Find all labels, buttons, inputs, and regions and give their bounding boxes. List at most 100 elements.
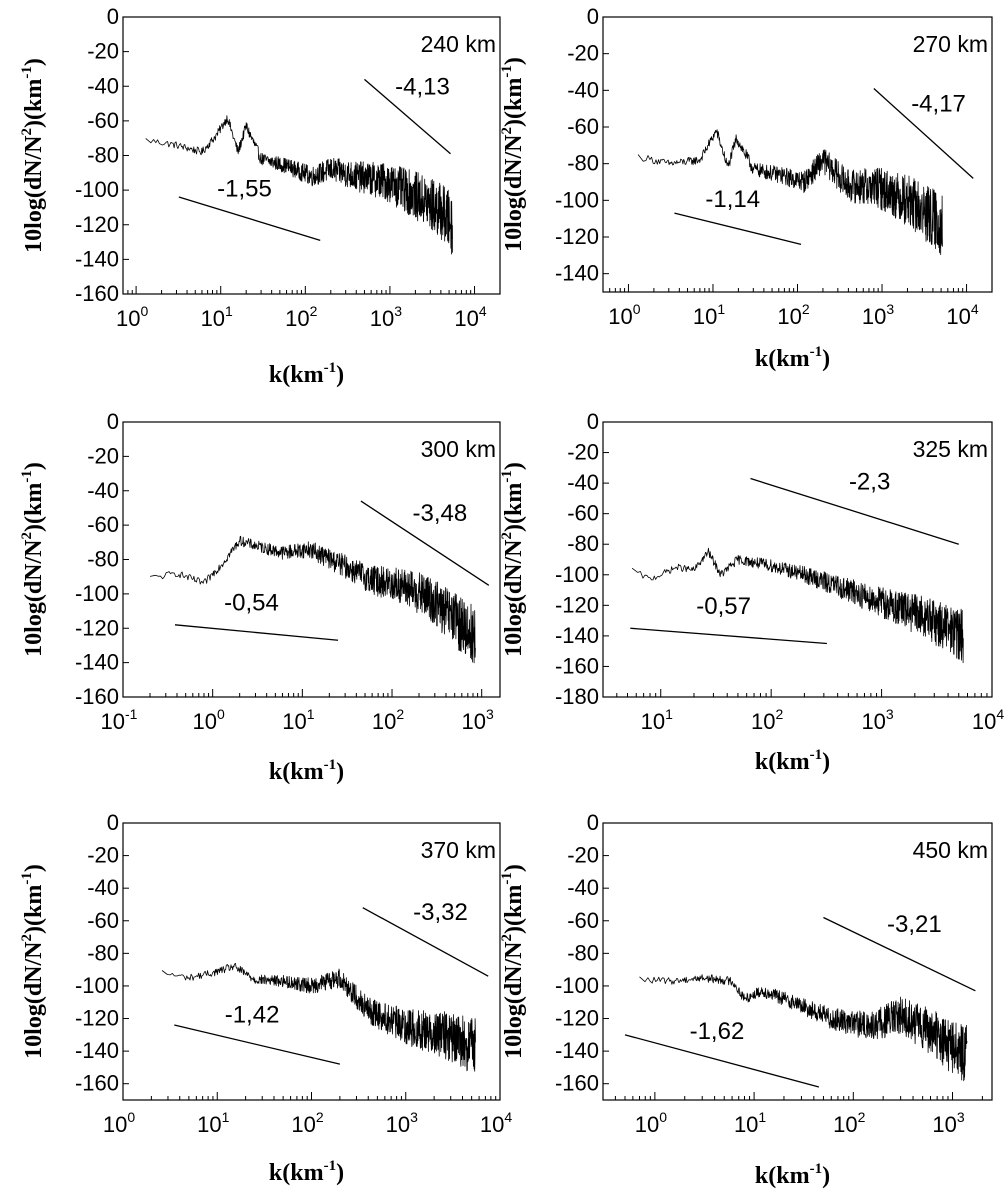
x-tick-label: 104	[454, 303, 486, 331]
x-tick-label: 103	[861, 706, 893, 734]
slope-line	[178, 196, 321, 241]
slope-label: -0,54	[224, 590, 279, 617]
plot-frame	[602, 16, 993, 293]
y-tick-label: 0	[587, 409, 599, 434]
slope-label: -1,55	[217, 176, 272, 203]
x-tick-label: 101	[197, 1109, 229, 1137]
y-tick-label: -100	[75, 973, 119, 998]
y-tick-label: -120	[75, 212, 119, 237]
altitude-label: 270 km	[913, 31, 988, 57]
y-tick-label: -100	[555, 187, 599, 212]
y-tick-label: -60	[87, 108, 119, 133]
slope-line	[750, 477, 959, 545]
slope-line	[674, 212, 802, 245]
x-tick-label: 100	[608, 301, 640, 329]
x-tick-label: 104	[480, 1109, 512, 1137]
spectrum-line	[145, 115, 453, 255]
x-tick-label: 102	[751, 706, 783, 734]
x-axis-label: k(km-1)	[269, 1158, 344, 1186]
y-axis-label: 10log(dN/N2)(km-1)	[19, 462, 47, 657]
y-axis-label: 10log(dN/N2)(km-1)	[499, 864, 527, 1059]
x-tick-label: 101	[201, 303, 233, 331]
y-tick-label: -160	[555, 1071, 599, 1096]
y-tick-label: -20	[567, 41, 599, 66]
y-tick-label: -140	[555, 1038, 599, 1063]
slope-label: -2,3	[849, 468, 890, 495]
y-tick-label: 0	[107, 409, 119, 434]
spectrum-line	[631, 547, 964, 664]
plot-frame	[602, 822, 993, 1101]
y-tick-label: -60	[567, 114, 599, 139]
y-tick-label: -20	[87, 39, 119, 64]
y-tick-label: -80	[87, 940, 119, 965]
y-tick-label: -100	[75, 177, 119, 202]
x-tick-label: 100	[116, 303, 148, 331]
plot-frame	[122, 822, 501, 1101]
y-tick-label: -120	[555, 592, 599, 617]
y-tick-label: 0	[107, 4, 119, 29]
slope-label: -4,13	[395, 74, 450, 101]
spectrum-line	[161, 963, 476, 1072]
y-tick-label: -40	[567, 77, 599, 102]
slope-label: -3,48	[413, 500, 468, 527]
y-axis-label: 10log(dN/N2)(km-1)	[19, 864, 47, 1059]
x-tick-label: 102	[291, 1109, 323, 1137]
spectrum-line	[637, 129, 943, 256]
spectrum-line	[149, 535, 476, 664]
y-tick-label: -140	[555, 623, 599, 648]
x-tick-label: 102	[833, 1109, 865, 1137]
spectrum-line	[639, 974, 968, 1082]
y-tick-label: -160	[75, 281, 119, 306]
y-tick-label: -140	[75, 1038, 119, 1063]
slope-label: -4,17	[911, 90, 966, 117]
slope-label: -0,57	[696, 593, 751, 620]
y-tick-label: -40	[87, 73, 119, 98]
y-tick-label: 0	[107, 810, 119, 835]
x-axis-label: k(km-1)	[269, 757, 344, 785]
panel-2: 0 -20 -40 -60 -80 -100 -120 -140 100 101 102 103 104…	[499, 4, 993, 372]
x-tick-label: 102	[777, 301, 809, 329]
y-tick-label: -140	[75, 246, 119, 271]
altitude-label: 450 km	[913, 837, 988, 863]
x-tick-label: 102	[285, 303, 317, 331]
x-tick-label: 101	[641, 706, 673, 734]
slope-label: -1,42	[225, 1002, 280, 1029]
y-tick-label: -20	[87, 443, 119, 468]
x-tick-label: 100	[635, 1109, 667, 1137]
slope-line	[630, 627, 827, 645]
x-tick-label: 103	[862, 301, 894, 329]
x-tick-label: 104	[946, 301, 978, 329]
slope-label: -1,62	[690, 1018, 745, 1045]
slope-line	[823, 916, 976, 992]
altitude-label: 240 km	[421, 31, 496, 57]
y-tick-label: -140	[555, 261, 599, 286]
x-tick-label: 101	[734, 1109, 766, 1137]
plot-frame	[122, 16, 501, 295]
plot-frame	[602, 421, 993, 698]
y-tick-label: -100	[555, 562, 599, 587]
y-tick-label: -60	[567, 908, 599, 933]
altitude-label: 300 km	[421, 436, 496, 462]
slope-line	[174, 624, 339, 641]
altitude-label: 370 km	[421, 837, 496, 863]
y-tick-label: -120	[75, 615, 119, 640]
x-tick-label: 103	[386, 1109, 418, 1137]
y-tick-label: 0	[587, 810, 599, 835]
altitude-label: 325 km	[913, 436, 988, 462]
y-tick-label: -80	[87, 143, 119, 168]
y-axis-label: 10log(dN/N2)(km-1)	[499, 462, 527, 657]
x-tick-label: 104	[972, 706, 1004, 734]
x-tick-label: 102	[372, 706, 404, 734]
y-tick-label: -160	[555, 653, 599, 678]
y-axis-label: 10log(dN/N2)(km-1)	[19, 58, 47, 253]
y-tick-label: -120	[555, 1006, 599, 1031]
plot-frame	[122, 421, 501, 698]
y-tick-label: -80	[567, 151, 599, 176]
x-tick-label: 100	[103, 1109, 135, 1137]
y-tick-label: -20	[567, 440, 599, 465]
y-tick-label: -160	[75, 1071, 119, 1096]
y-tick-label: -160	[75, 684, 119, 709]
